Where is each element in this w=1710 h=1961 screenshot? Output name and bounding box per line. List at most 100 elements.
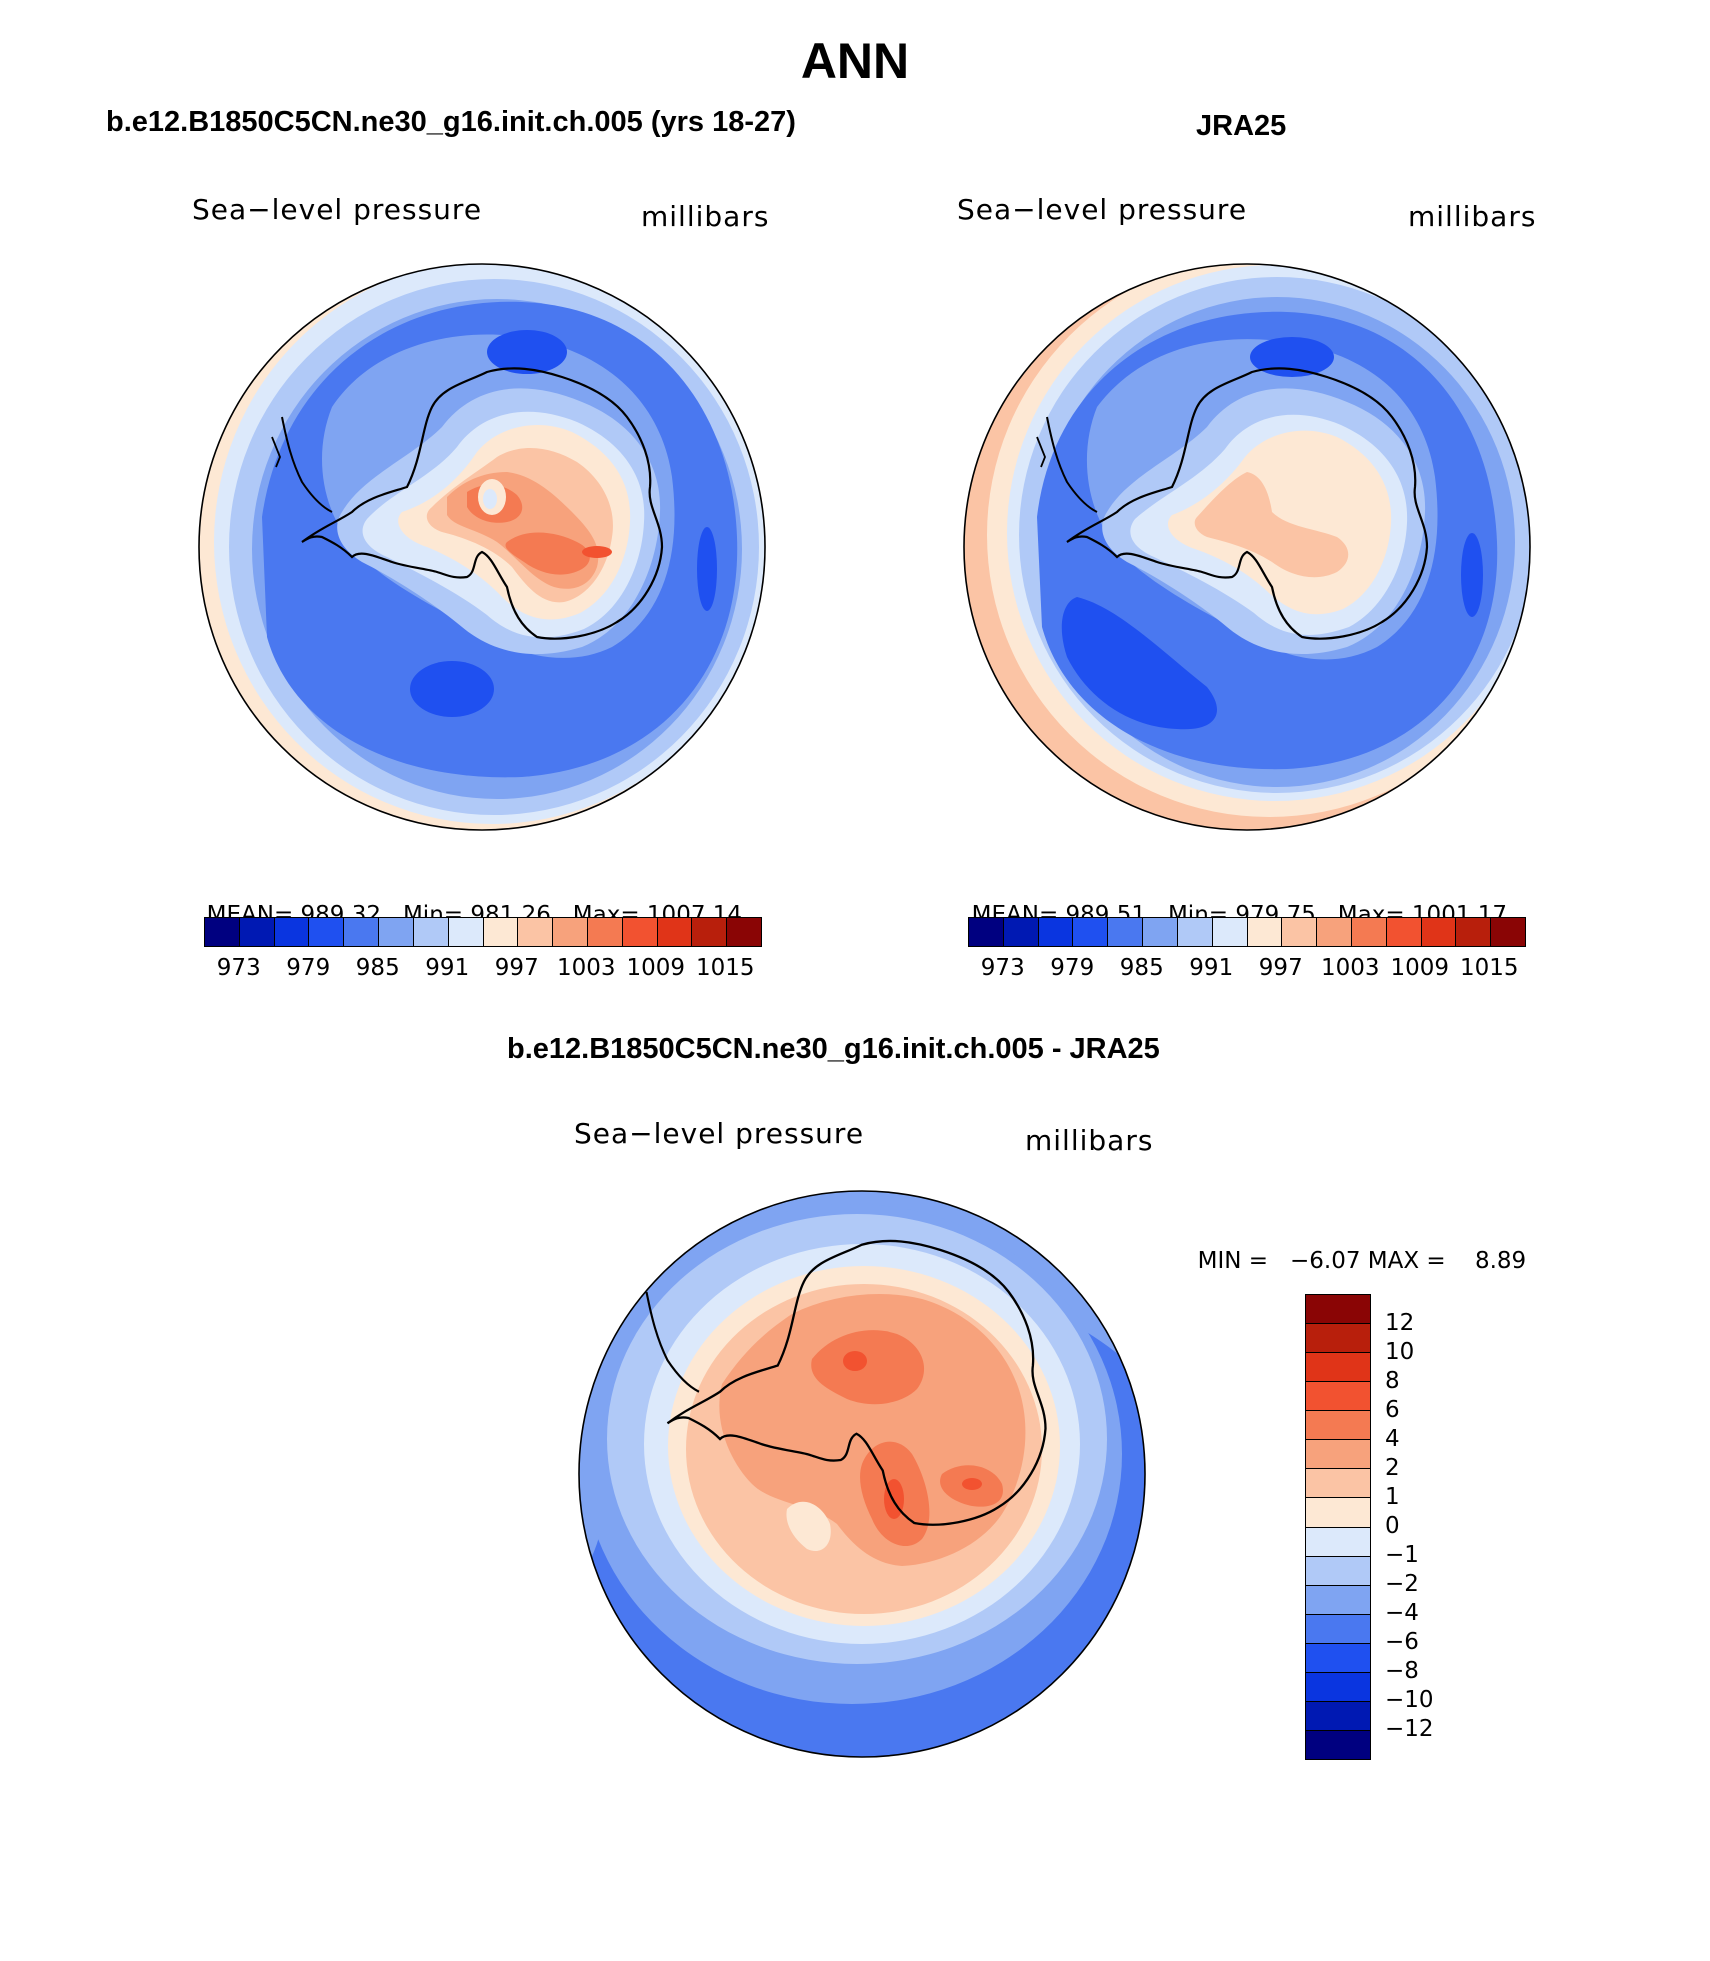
panel-diff-max-label: MAX = bbox=[1367, 1248, 1446, 1274]
colorbar-swatch bbox=[1306, 1527, 1370, 1557]
colorbar-swatch bbox=[274, 918, 310, 946]
colorbar-swatch bbox=[309, 918, 345, 946]
colorbar-tick-label: 0 bbox=[1385, 1513, 1400, 1539]
colorbar-swatch bbox=[1351, 918, 1387, 946]
colorbar-swatch bbox=[1306, 1585, 1370, 1615]
colorbar-swatch bbox=[1108, 918, 1144, 946]
panel-diff-title: b.e12.B1850C5CN.ne30_g16.init.ch.005 - J… bbox=[507, 1033, 1160, 1065]
colorbar-swatch bbox=[1306, 1411, 1370, 1441]
colorbar-tick-label: −2 bbox=[1385, 1571, 1419, 1597]
colorbar-swatch bbox=[1306, 1614, 1370, 1644]
colorbar-tick-label: 8 bbox=[1385, 1368, 1400, 1394]
colorbar-swatch bbox=[1177, 918, 1213, 946]
colorbar-swatch bbox=[1143, 918, 1178, 946]
colorbar-swatch bbox=[1306, 1324, 1370, 1354]
panel-diff-colorbar-ticks: 12 10 8 6 4 2 1 0 −1 −2 −4 −6 −8 −10 −12 bbox=[1385, 1294, 1465, 1758]
panel-obs-variable-label: Sea−level pressure bbox=[957, 193, 1248, 226]
colorbar-tick-label: 2 bbox=[1385, 1455, 1400, 1481]
colorbar-tick-label: 1 bbox=[1385, 1484, 1400, 1510]
panel-model-units-label: millibars bbox=[641, 200, 770, 233]
panel-model-variable-label: Sea−level pressure bbox=[192, 193, 483, 226]
colorbar-swatch bbox=[1306, 1672, 1370, 1702]
colorbar-tick-label: −1 bbox=[1385, 1542, 1419, 1568]
colorbar-tick-label: 1015 bbox=[695, 955, 755, 981]
panel-model-title: b.e12.B1850C5CN.ne30_g16.init.ch.005 (yr… bbox=[106, 106, 796, 138]
panel-obs-colorbar-ticks: 973 979 985 991 997 1003 1009 1015 bbox=[968, 955, 1524, 985]
colorbar-swatch bbox=[1282, 918, 1318, 946]
colorbar-swatch bbox=[1306, 1643, 1370, 1673]
colorbar-tick-label: 1009 bbox=[626, 955, 686, 981]
colorbar-swatch bbox=[1306, 1440, 1370, 1470]
colorbar-swatch bbox=[1247, 918, 1283, 946]
colorbar-swatch bbox=[1306, 1382, 1370, 1412]
panel-diff-stats: MIN = −6.07 MAX = 8.89 bbox=[1183, 1222, 1527, 1274]
colorbar-swatch bbox=[1421, 918, 1457, 946]
colorbar-tick-label: 997 bbox=[494, 955, 539, 981]
panel-diff-units-label: millibars bbox=[1025, 1124, 1154, 1157]
colorbar-tick-label: 1003 bbox=[1320, 955, 1380, 981]
colorbar-swatch bbox=[1306, 1701, 1370, 1731]
colorbar-tick-label: 12 bbox=[1385, 1310, 1415, 1336]
colorbar-swatch bbox=[1038, 918, 1074, 946]
colorbar-swatch bbox=[1073, 918, 1109, 946]
panel-diff-min-label: MIN = bbox=[1197, 1248, 1269, 1274]
panel-diff-colorbar bbox=[1305, 1294, 1371, 1760]
colorbar-tick-label: 4 bbox=[1385, 1426, 1400, 1452]
colorbar-swatch bbox=[1386, 918, 1422, 946]
colorbar-swatch bbox=[622, 918, 658, 946]
colorbar-tick-label: −4 bbox=[1385, 1600, 1419, 1626]
panel-model-map bbox=[198, 263, 766, 831]
colorbar-swatch bbox=[483, 918, 519, 946]
colorbar-swatch bbox=[1317, 918, 1352, 946]
colorbar-tick-label: 985 bbox=[355, 955, 400, 981]
colorbar-swatch bbox=[379, 918, 414, 946]
colorbar-tick-label: −8 bbox=[1385, 1658, 1419, 1684]
colorbar-swatch bbox=[1306, 1556, 1370, 1586]
panel-diff-map bbox=[578, 1190, 1146, 1758]
colorbar-tick-label: 979 bbox=[1050, 955, 1095, 981]
colorbar-tick-label: 985 bbox=[1119, 955, 1164, 981]
panel-model-colorbar bbox=[204, 917, 762, 947]
colorbar-swatch bbox=[657, 918, 693, 946]
colorbar-swatch bbox=[553, 918, 588, 946]
colorbar-swatch bbox=[205, 918, 240, 946]
panel-diff-min-value: −6.07 bbox=[1289, 1248, 1361, 1274]
colorbar-tick-label: 991 bbox=[425, 955, 470, 981]
colorbar-tick-label: 997 bbox=[1258, 955, 1303, 981]
colorbar-swatch bbox=[1306, 1353, 1370, 1383]
colorbar-swatch bbox=[239, 918, 275, 946]
colorbar-tick-label: 979 bbox=[286, 955, 331, 981]
colorbar-tick-label: 10 bbox=[1385, 1339, 1415, 1365]
colorbar-swatch bbox=[1306, 1498, 1370, 1528]
colorbar-swatch bbox=[1212, 918, 1248, 946]
colorbar-tick-label: 991 bbox=[1189, 955, 1234, 981]
colorbar-swatch bbox=[587, 918, 623, 946]
colorbar-swatch bbox=[1306, 1295, 1370, 1325]
colorbar-tick-label: 6 bbox=[1385, 1397, 1400, 1423]
colorbar-swatch bbox=[1306, 1730, 1370, 1759]
colorbar-tick-label: 973 bbox=[216, 955, 261, 981]
colorbar-swatch bbox=[727, 918, 761, 946]
colorbar-swatch bbox=[692, 918, 728, 946]
panel-diff-variable-label: Sea−level pressure bbox=[574, 1117, 865, 1150]
colorbar-swatch bbox=[1003, 918, 1039, 946]
panel-obs-map bbox=[963, 263, 1531, 831]
colorbar-tick-label: 1015 bbox=[1459, 955, 1519, 981]
panel-diff-max-value: 8.89 bbox=[1474, 1248, 1527, 1274]
colorbar-swatch bbox=[1491, 918, 1525, 946]
colorbar-swatch bbox=[344, 918, 380, 946]
main-title: ANN bbox=[800, 33, 910, 89]
colorbar-swatch bbox=[448, 918, 484, 946]
colorbar-swatch bbox=[413, 918, 449, 946]
panel-model-colorbar-ticks: 973 979 985 991 997 1003 1009 1015 bbox=[204, 955, 760, 985]
panel-obs-colorbar bbox=[968, 917, 1526, 947]
colorbar-tick-label: 1003 bbox=[556, 955, 616, 981]
panel-obs-title: JRA25 bbox=[1196, 110, 1287, 142]
colorbar-tick-label: −10 bbox=[1385, 1687, 1434, 1713]
colorbar-swatch bbox=[969, 918, 1004, 946]
colorbar-tick-label: −12 bbox=[1385, 1716, 1434, 1742]
colorbar-tick-label: 1009 bbox=[1390, 955, 1450, 981]
colorbar-tick-label: 973 bbox=[980, 955, 1025, 981]
colorbar-swatch bbox=[518, 918, 554, 946]
colorbar-swatch bbox=[1456, 918, 1492, 946]
